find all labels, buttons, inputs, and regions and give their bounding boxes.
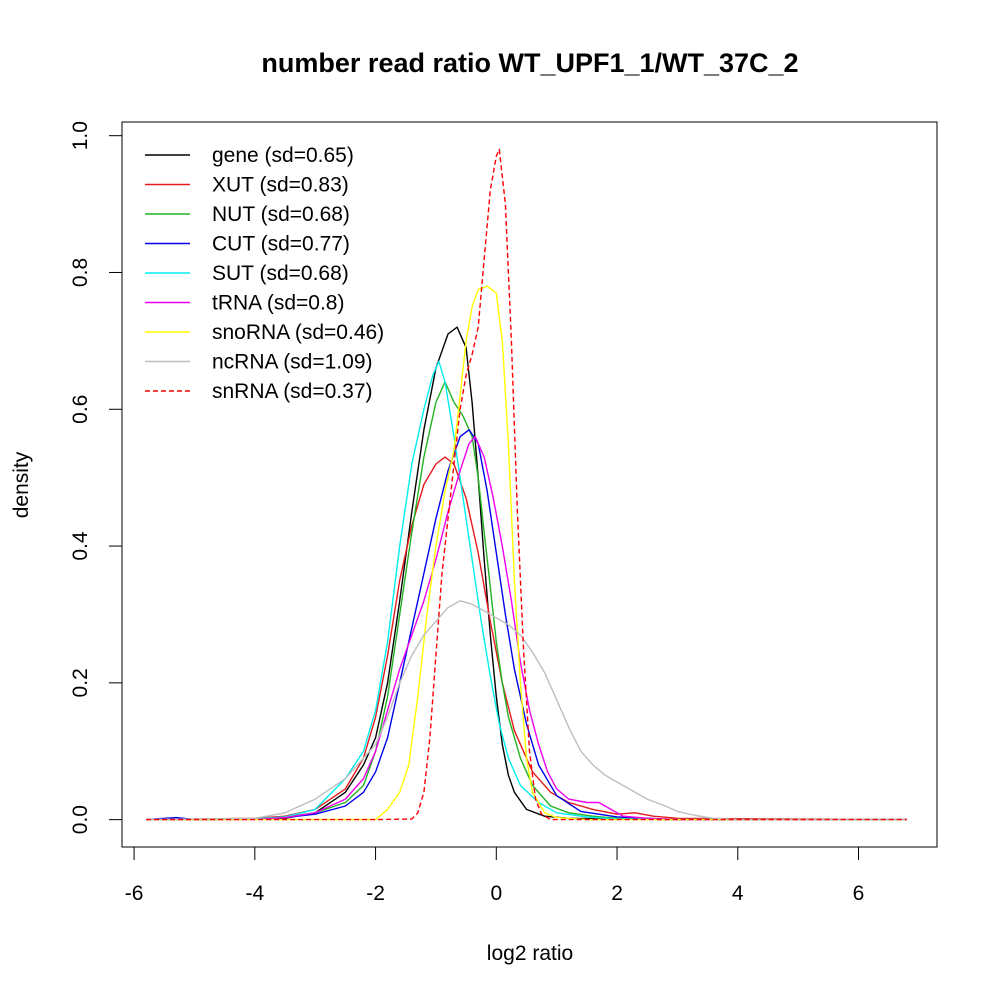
legend-label: CUT (sd=0.77) bbox=[212, 233, 350, 256]
series-line bbox=[146, 326, 907, 821]
x-tick-label: 4 bbox=[732, 882, 744, 905]
legend-label: gene (sd=0.65) bbox=[212, 144, 354, 167]
series-line bbox=[146, 600, 907, 821]
series-line bbox=[146, 360, 907, 821]
y-tick-label: 1.0 bbox=[69, 121, 92, 150]
plot-frame bbox=[121, 121, 938, 848]
legend-label: snoRNA (sd=0.46) bbox=[212, 321, 384, 344]
x-tick-label: 2 bbox=[611, 882, 623, 905]
legend-label: NUT (sd=0.68) bbox=[212, 203, 350, 226]
series-line bbox=[146, 285, 907, 821]
x-tick-label: -2 bbox=[366, 882, 385, 905]
x-tick-label: 0 bbox=[490, 882, 502, 905]
y-tick-label: 0.2 bbox=[69, 668, 92, 697]
x-tick-label: -6 bbox=[125, 882, 144, 905]
legend: gene (sd=0.65) XUT (sd=0.83) NUT (sd=0.68)… bbox=[145, 144, 384, 403]
series-lines bbox=[146, 148, 907, 821]
x-axis-label: log2 ratio bbox=[487, 942, 573, 965]
series-line bbox=[146, 435, 907, 821]
chart-title: number read ratio WT_UPF1_1/WT_37C_2 bbox=[261, 48, 798, 78]
legend-label: SUT (sd=0.68) bbox=[212, 262, 349, 285]
legend-label: XUT (sd=0.83) bbox=[212, 174, 349, 197]
y-tick-label: 0.6 bbox=[69, 395, 92, 424]
legend-label: snRNA (sd=0.37) bbox=[212, 380, 373, 403]
y-tick-label: 0.8 bbox=[69, 258, 92, 287]
y-tick-label: 0.0 bbox=[69, 805, 92, 834]
series-line bbox=[146, 429, 907, 821]
x-tick-label: -4 bbox=[245, 882, 264, 905]
legend-label: tRNA (sd=0.8) bbox=[212, 292, 344, 315]
y-axis: 0.0 0.2 0.4 0.6 0.8 1.0 bbox=[69, 121, 123, 834]
y-tick-label: 0.4 bbox=[69, 531, 92, 561]
y-axis-label: density bbox=[10, 451, 33, 518]
series-line bbox=[146, 381, 907, 821]
legend-label: ncRNA (sd=1.09) bbox=[212, 351, 373, 374]
series-line bbox=[146, 456, 907, 821]
x-axis: -6 -4 -2 0 2 4 6 bbox=[125, 846, 865, 905]
x-tick-label: 6 bbox=[853, 882, 865, 905]
series-line bbox=[146, 148, 907, 821]
